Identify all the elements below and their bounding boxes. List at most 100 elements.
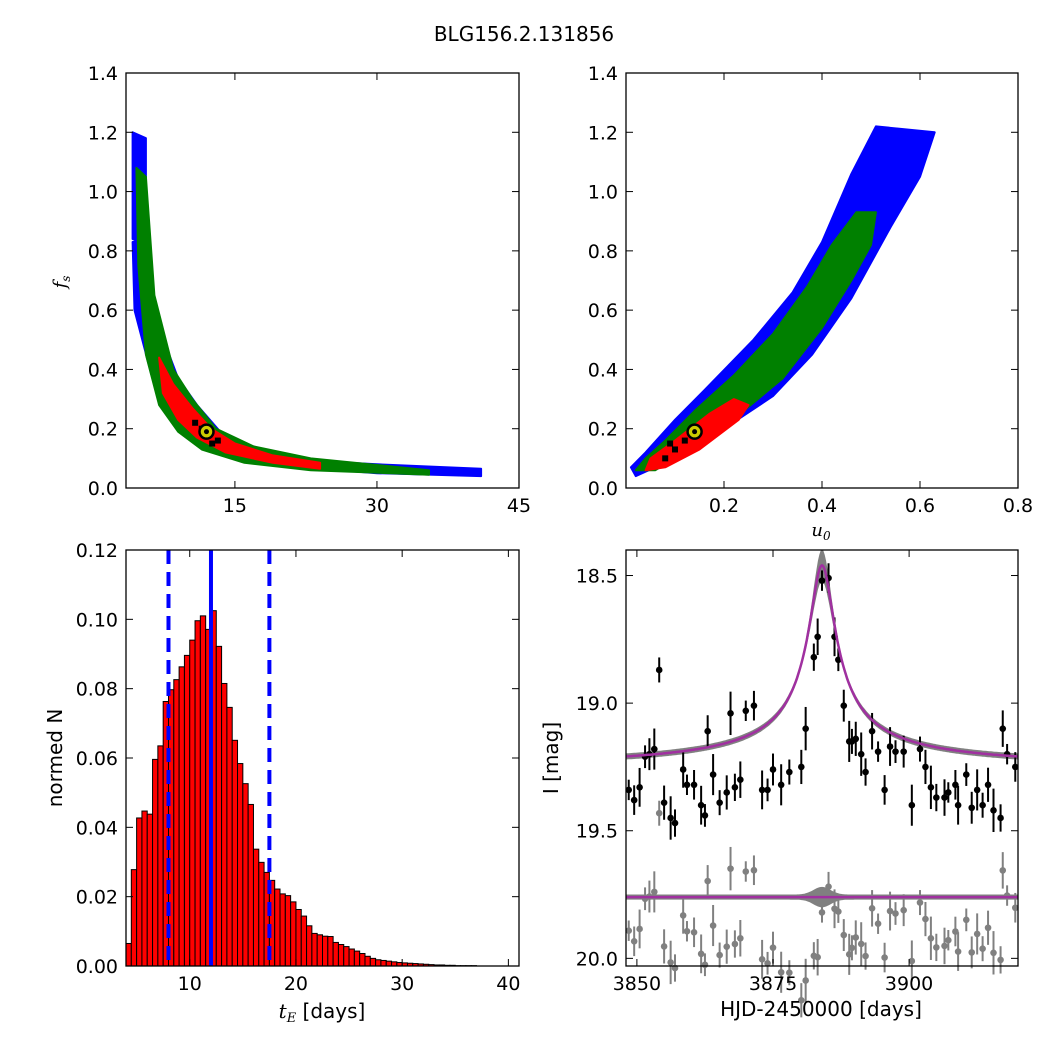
data-point	[667, 814, 674, 822]
histogram-bar	[189, 639, 196, 967]
histogram-bar	[295, 908, 302, 967]
data-point	[962, 771, 970, 778]
residual-point	[922, 915, 929, 923]
lightcurve-points	[625, 563, 1019, 1018]
fs-vs-u0-yticks: 0.0 0.2 0.4 0.6 0.8 1.0 1.2 1.4	[588, 63, 1018, 500]
histogram-bar	[242, 783, 249, 967]
data-point	[916, 745, 924, 753]
model-curve	[625, 563, 1019, 758]
data-point	[954, 801, 962, 809]
histogram-bar	[306, 925, 313, 967]
x-tick-label: 3875	[749, 973, 797, 995]
residual-point	[999, 867, 1007, 874]
data-point	[818, 577, 826, 584]
residual-point	[697, 950, 705, 958]
hjd-axis-label: HJD-2450000 [days]	[720, 997, 922, 1021]
data-point	[968, 804, 976, 812]
data-point	[701, 812, 709, 819]
residual-point	[727, 865, 734, 872]
data-point	[704, 727, 711, 735]
y-tick-label: 0.02	[76, 887, 118, 909]
y-tick-label: 0.0	[588, 478, 618, 500]
fs-vs-te-frame	[125, 72, 520, 489]
fs-vs-u0-panel: 0.2 0.4 0.6 0.8 0.00.20.40.60.81.01.21.4 u0	[588, 63, 1033, 543]
data-point	[990, 807, 997, 814]
data-point	[862, 768, 869, 776]
te-histogram-vlines	[166, 550, 272, 966]
data-point	[723, 789, 731, 796]
y-tick-label: 19.5	[576, 821, 618, 843]
data-point	[798, 763, 805, 771]
y-tick-label: 1.4	[88, 63, 118, 85]
y-tick-label: 1.2	[588, 122, 618, 144]
y-tick-label: 1.0	[588, 182, 618, 204]
data-point	[750, 702, 758, 709]
data-point	[868, 727, 876, 735]
histogram-bar	[322, 935, 329, 967]
residual-point	[962, 916, 970, 924]
residual-point	[968, 949, 976, 956]
fs-vs-te-regions	[131, 131, 483, 478]
residual-point	[769, 944, 777, 951]
data-point	[655, 666, 663, 674]
best-fit-center	[203, 429, 209, 435]
data-point	[933, 794, 940, 801]
histogram-bar	[364, 955, 371, 967]
data-point	[927, 784, 935, 791]
data-point	[697, 801, 705, 809]
residual-point	[952, 928, 959, 935]
data-point	[973, 786, 981, 794]
fs-vs-te-yticks: 0.0 0.2 0.4 0.6 0.8 1.0 1.2 1.4	[88, 63, 519, 500]
histogram-bar	[369, 957, 377, 967]
data-point	[764, 786, 771, 794]
residual-point	[973, 930, 981, 938]
x-tick-label: 15	[223, 495, 247, 517]
sigma2-region	[135, 166, 430, 476]
residual-point	[798, 996, 805, 1004]
y-tick-label: 0.2	[588, 419, 618, 441]
residual-point	[818, 909, 826, 916]
histogram-bar	[221, 682, 228, 967]
residual-point	[945, 936, 952, 944]
histogram-bar	[332, 941, 339, 967]
histogram-bar	[375, 959, 382, 967]
residual-point	[835, 908, 842, 915]
y-tick-label: 0.08	[76, 679, 118, 701]
data-point	[709, 771, 717, 778]
best-cell	[209, 440, 216, 447]
fs-vs-te-xticks: 15 30 45	[223, 73, 531, 517]
data-point	[671, 819, 679, 827]
sigma1-region	[158, 356, 322, 470]
histogram-bar	[252, 848, 260, 967]
y-tick-label: 19.0	[576, 693, 618, 715]
histogram-bar	[348, 948, 355, 967]
x-tick-label: 40	[496, 973, 520, 995]
histogram-bar	[290, 901, 297, 967]
data-point	[679, 766, 687, 773]
y-tick-label: 0.8	[88, 241, 118, 263]
residual-point	[840, 931, 848, 939]
data-point	[769, 766, 777, 773]
residual-point	[709, 922, 717, 929]
data-point	[716, 799, 723, 806]
histogram-bar	[157, 745, 164, 967]
data-point	[979, 801, 986, 809]
data-point	[857, 750, 865, 758]
residual-point	[881, 954, 888, 961]
data-point	[814, 633, 821, 641]
y-tick-label: 0.0	[88, 478, 118, 500]
histogram-bar	[237, 763, 244, 967]
histogram-bar	[380, 959, 387, 967]
residual-point	[667, 959, 674, 966]
histogram-bar	[141, 810, 148, 967]
residual-point	[857, 940, 865, 948]
residual-point	[625, 927, 633, 935]
x-tick-label: 0.4	[807, 495, 837, 517]
best-cell	[672, 446, 678, 453]
y-tick-label: 0.2	[88, 419, 118, 441]
histogram-bar	[353, 950, 361, 967]
histogram-bar	[125, 942, 132, 967]
residual-point	[636, 925, 643, 933]
fs-vs-u0-regions	[629, 125, 936, 478]
